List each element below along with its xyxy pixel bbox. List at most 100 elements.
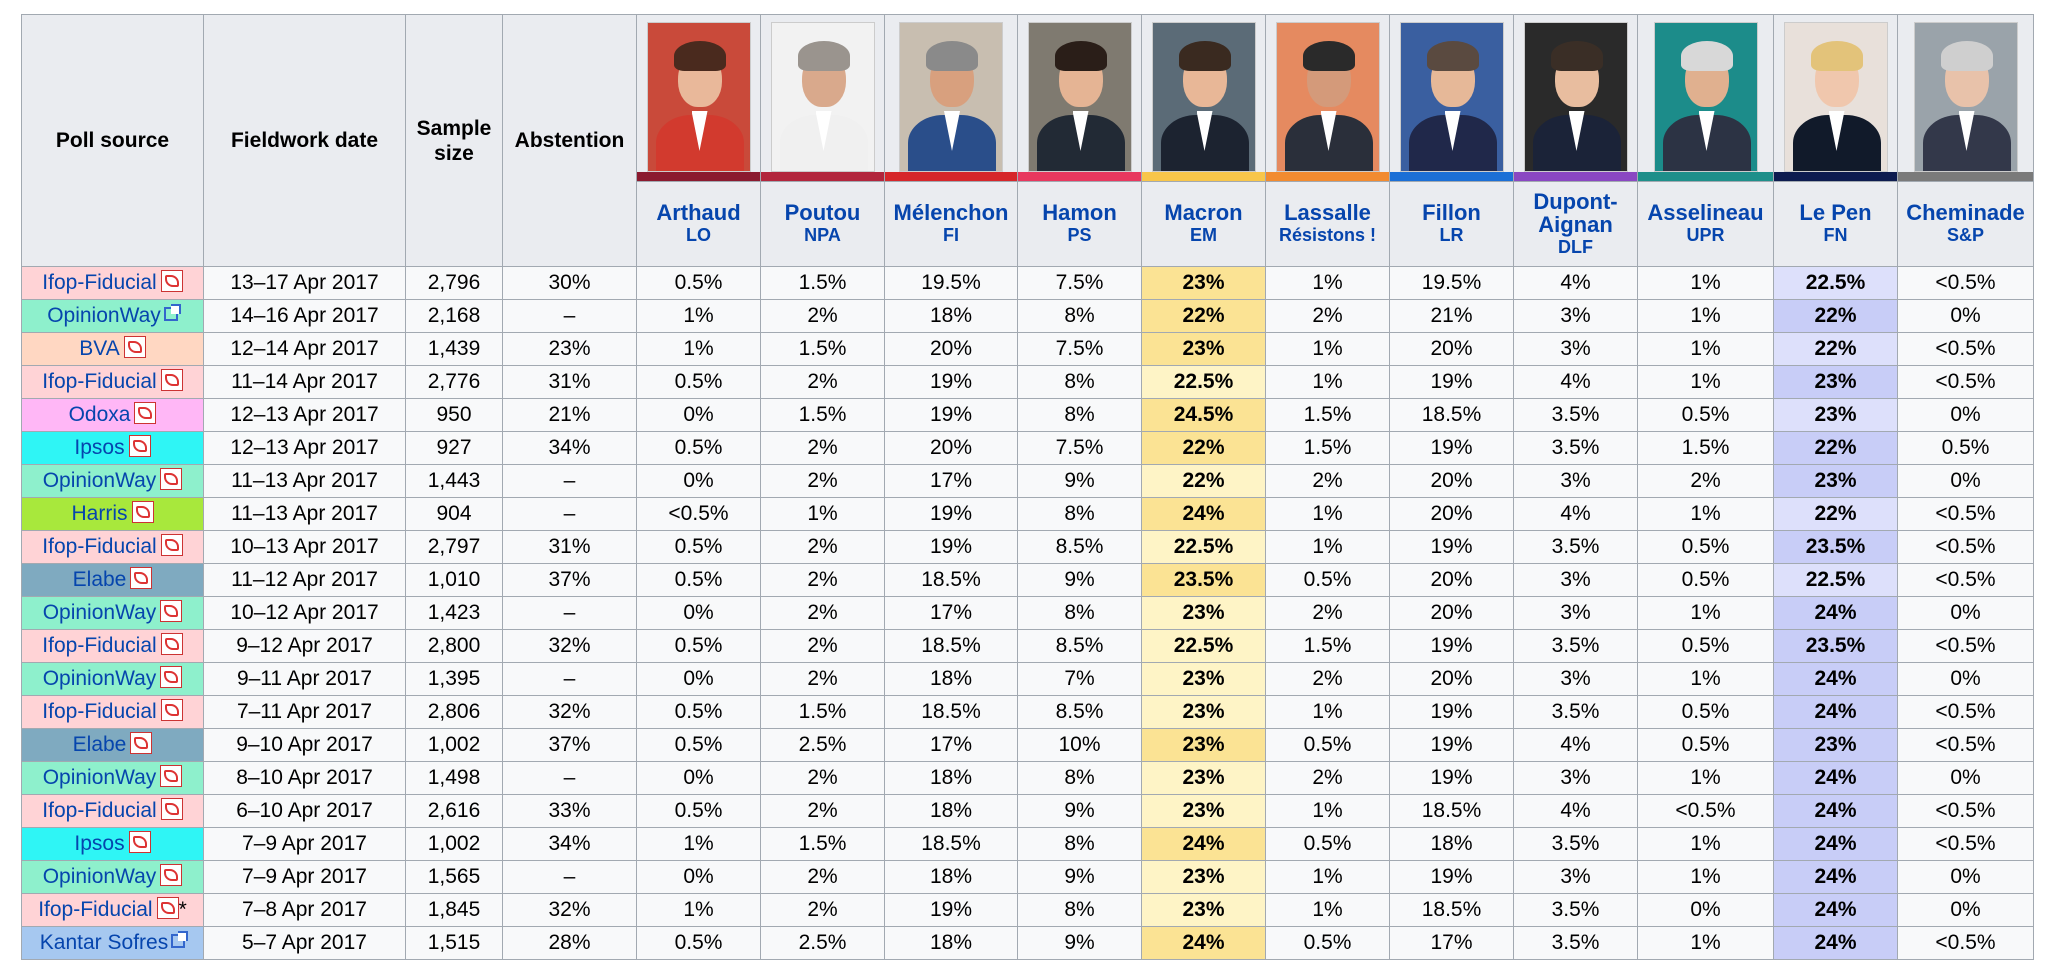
poll-source-link[interactable]: Ifop-Fiducial [42, 370, 157, 393]
pdf-icon[interactable] [160, 699, 183, 722]
candidate-header-dupontaignan[interactable]: Dupont-Aignan DLF [1513, 181, 1638, 267]
party-name[interactable]: FI [943, 225, 959, 245]
candidate-header-cheminade[interactable]: Cheminade S&P [1897, 181, 2034, 267]
poll-source-link[interactable]: Elabe [72, 568, 127, 591]
party-name[interactable]: FN [1823, 225, 1848, 245]
candidate-header-hamon[interactable]: Hamon PS [1017, 181, 1142, 267]
poll-source-link[interactable]: Ifop-Fiducial [42, 535, 157, 558]
candidate-name[interactable]: Fillon [1422, 200, 1481, 225]
poll-source-link[interactable]: Ifop-Fiducial [42, 634, 157, 657]
party-name[interactable]: EM [1190, 225, 1217, 245]
candidate-header-asselineau[interactable]: Asselineau UPR [1637, 181, 1774, 267]
pdf-icon[interactable] [160, 468, 183, 491]
pdf-icon[interactable] [130, 567, 153, 590]
poll-value: 19% [1389, 530, 1514, 564]
poll-source-link[interactable]: OpinionWay [42, 865, 157, 888]
poll-value: 20% [1389, 596, 1514, 630]
pdf-icon[interactable] [160, 765, 183, 788]
poll-source-link[interactable]: Harris [71, 502, 128, 525]
poll-source-link[interactable]: Ipsos [74, 832, 125, 855]
external-link-icon[interactable] [171, 931, 189, 949]
candidate-header-fillon[interactable]: Fillon LR [1389, 181, 1514, 267]
poll-source-link[interactable]: Kantar Sofres [39, 931, 169, 954]
candidate-name[interactable]: Arthaud [656, 200, 741, 225]
candidate-name[interactable]: Mélenchon [893, 200, 1009, 225]
candidate-name[interactable]: Lassalle [1284, 200, 1371, 225]
poll-source-link[interactable]: Odoxa [68, 403, 131, 426]
party-name[interactable]: LR [1439, 225, 1464, 245]
pdf-icon[interactable] [160, 600, 183, 623]
candidate-name[interactable]: Dupont-Aignan [1533, 188, 1618, 237]
external-link-icon[interactable] [163, 304, 181, 322]
candidate-name[interactable]: Hamon [1042, 200, 1117, 225]
candidate-header-mlenchon[interactable]: Mélenchon FI [884, 181, 1018, 267]
pdf-icon[interactable] [160, 864, 183, 887]
candidate-name[interactable]: Macron [1164, 200, 1243, 225]
candidate-name[interactable]: Asselineau [1647, 200, 1764, 225]
candidate-photo-mlenchon[interactable] [884, 14, 1018, 182]
party-name[interactable]: NPA [804, 225, 841, 245]
pdf-icon[interactable] [123, 336, 146, 359]
pdf-icon[interactable] [160, 270, 183, 293]
pdf-icon[interactable] [160, 798, 183, 821]
candidate-photo-macron[interactable] [1141, 14, 1266, 182]
poll-source-link[interactable]: OpinionWay [42, 766, 157, 789]
candidate-photo-hamon[interactable] [1017, 14, 1142, 182]
candidate-photo-lassalle[interactable] [1265, 14, 1390, 182]
party-name[interactable]: UPR [1686, 225, 1725, 245]
poll-value: 19% [1389, 431, 1514, 465]
candidate-photo-asselineau[interactable] [1637, 14, 1774, 182]
poll-source-header[interactable]: Poll source [21, 14, 204, 267]
sample-size-header[interactable]: Sample size [405, 14, 503, 267]
poll-source-link[interactable]: Ifop-Fiducial [38, 898, 153, 921]
poll-source-link[interactable]: Ifop-Fiducial [42, 700, 157, 723]
candidate-photo-fillon[interactable] [1389, 14, 1514, 182]
candidate-header-poutou[interactable]: Poutou NPA [760, 181, 885, 267]
candidate-photo-cheminade[interactable] [1897, 14, 2034, 182]
candidate-header-lepen[interactable]: Le Pen FN [1773, 181, 1898, 267]
candidate-photo-poutou[interactable] [760, 14, 885, 182]
pdf-icon[interactable] [160, 666, 183, 689]
candidate-name[interactable]: Cheminade [1906, 200, 2025, 225]
poll-value: 1.5% [1265, 629, 1390, 663]
candidate-photo-lepen[interactable] [1773, 14, 1898, 182]
poll-value: 19.5% [884, 266, 1018, 300]
party-name[interactable]: PS [1067, 225, 1092, 245]
candidate-header-arthaud[interactable]: Arthaud LO [636, 181, 761, 267]
candidate-name[interactable]: Le Pen [1799, 200, 1872, 225]
poll-value: 1% [1265, 497, 1390, 531]
pdf-icon[interactable] [134, 402, 157, 425]
poll-source-link[interactable]: Ipsos [74, 436, 125, 459]
poll-source-link[interactable]: Ifop-Fiducial [42, 799, 157, 822]
pdf-icon[interactable] [156, 897, 179, 920]
pdf-icon[interactable] [160, 633, 183, 656]
candidate-photo-dupontaignan[interactable] [1513, 14, 1638, 182]
pdf-icon[interactable] [130, 732, 153, 755]
fieldwork-date: 12–13 Apr 2017 [203, 431, 406, 465]
pdf-icon[interactable] [128, 831, 151, 854]
pdf-icon[interactable] [131, 501, 154, 524]
candidate-header-lassalle[interactable]: Lassalle Résistons ! [1265, 181, 1390, 267]
party-name[interactable]: LO [686, 225, 711, 245]
party-name[interactable]: S&P [1946, 225, 1984, 245]
pdf-icon[interactable] [128, 435, 151, 458]
poll-value: 7% [1017, 662, 1142, 696]
poll-source-link[interactable]: OpinionWay [42, 469, 157, 492]
candidate-photo-arthaud[interactable] [636, 14, 761, 182]
candidate-header-macron[interactable]: Macron EM [1141, 181, 1266, 267]
poll-source-link[interactable]: Elabe [72, 733, 127, 756]
poll-source-link[interactable]: OpinionWay [42, 601, 157, 624]
pdf-icon[interactable] [160, 369, 183, 392]
candidate-name[interactable]: Poutou [784, 200, 861, 225]
sample-size: 1,565 [405, 860, 503, 894]
poll-source-link[interactable]: OpinionWay [42, 667, 157, 690]
party-name[interactable]: Résistons ! [1278, 225, 1377, 245]
poll-source-link[interactable]: OpinionWay [47, 304, 161, 327]
poll-source-link[interactable]: BVA [79, 337, 120, 360]
poll-value: 1% [636, 332, 761, 366]
party-name[interactable]: DLF [1558, 236, 1593, 257]
fieldwork-date-header[interactable]: Fieldwork date [203, 14, 406, 267]
poll-source-link[interactable]: Ifop-Fiducial [42, 271, 157, 294]
pdf-icon[interactable] [160, 534, 183, 557]
abstention-header[interactable]: Abstention [502, 14, 637, 267]
